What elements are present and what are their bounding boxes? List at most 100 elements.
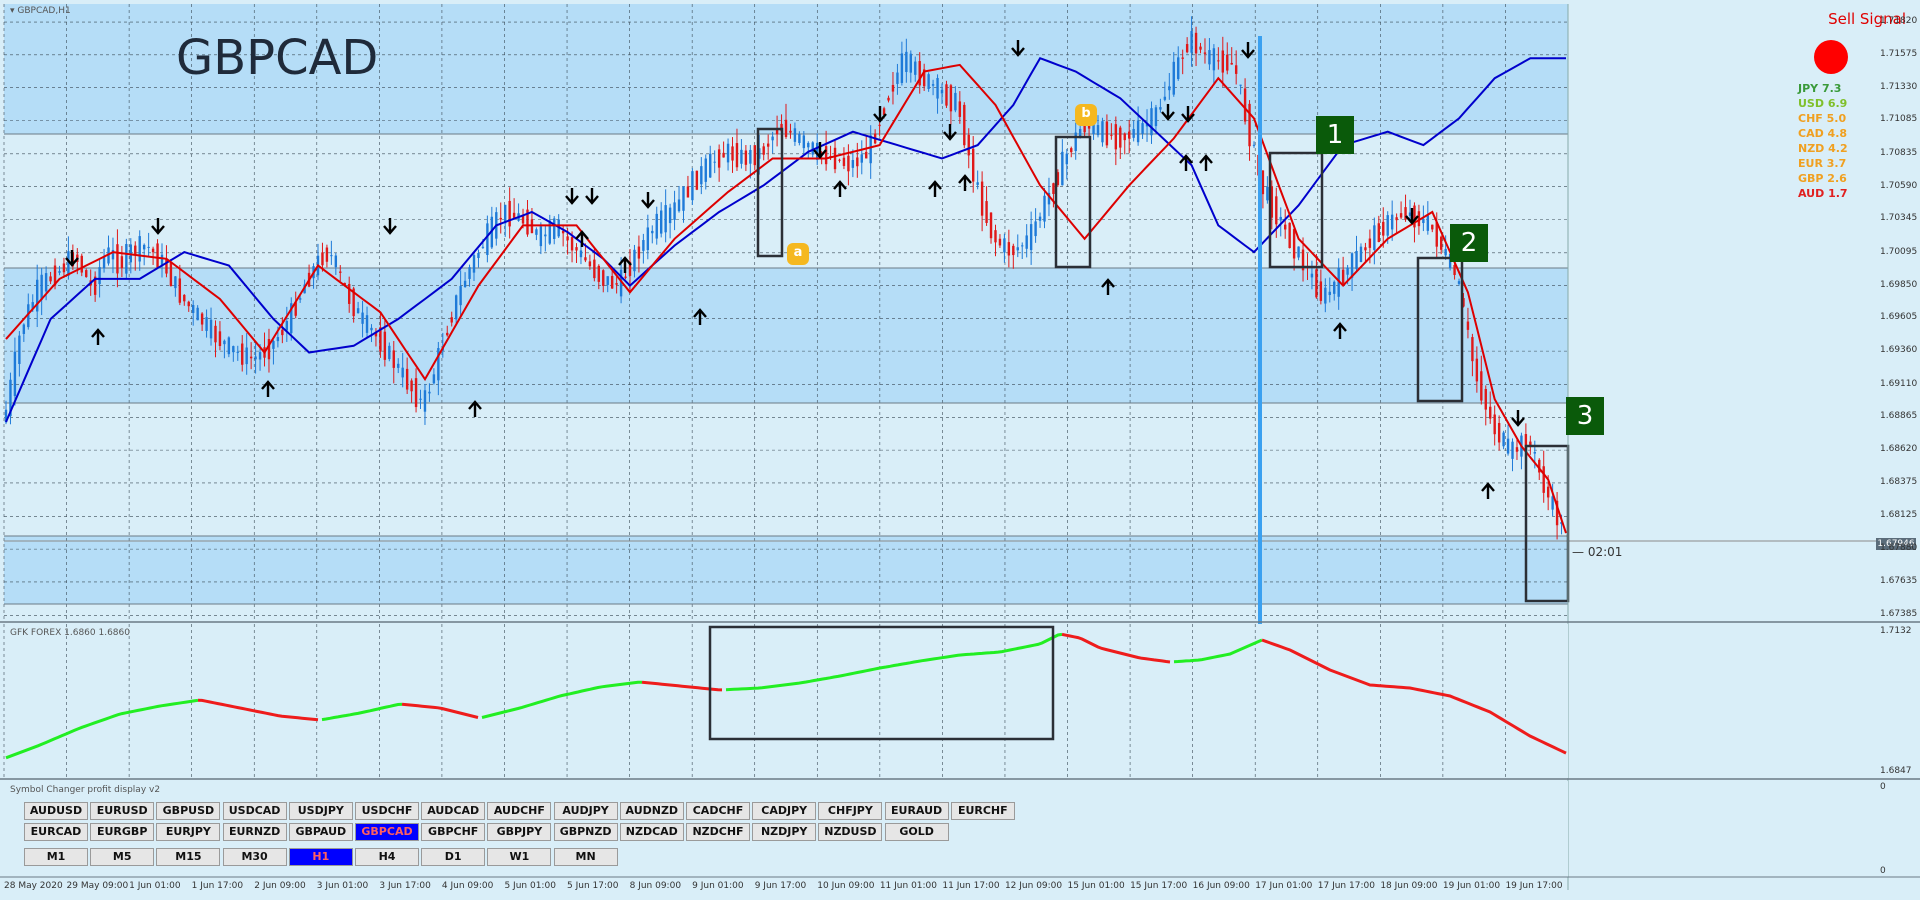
- candle-body-293: [1310, 273, 1314, 278]
- candle-body-282: [1261, 170, 1265, 195]
- timeframe-button-d1[interactable]: D1: [421, 848, 486, 866]
- blue-moving-average: [5, 56, 1566, 423]
- symbol-button-gbpaud[interactable]: GBPAUD: [288, 823, 353, 841]
- symbol-button-eurcad[interactable]: EURCAD: [24, 823, 88, 841]
- candle-body-266: [1190, 31, 1193, 53]
- price-label-16: 1.67880: [1880, 543, 1918, 554]
- symbol-button-nzdusd[interactable]: NZDUSD: [818, 823, 883, 841]
- candle-body-135: [606, 276, 609, 285]
- candle-body-289: [1292, 229, 1296, 259]
- symbol-button-audchf[interactable]: AUDCHF: [487, 802, 552, 820]
- sell-arrow-2: [151, 218, 165, 235]
- buy-arrow-27: [1481, 482, 1495, 499]
- symbol-button-eurchf[interactable]: EURCHF: [950, 802, 1015, 820]
- symbol-button-cadchf[interactable]: CADCHF: [686, 802, 750, 820]
- candle-body-180: [807, 142, 810, 148]
- candle-body-234: [1047, 192, 1051, 205]
- symbol-button-gbpjpy[interactable]: GBPJPY: [487, 823, 552, 841]
- time-label-3: 1 Jun 17:00: [191, 881, 244, 891]
- candle-body-244: [1092, 122, 1095, 134]
- timeframe-button-h4[interactable]: H4: [355, 848, 419, 866]
- symbol-button-usdcad[interactable]: USDCAD: [222, 802, 287, 820]
- symbol-button-gbpnzd[interactable]: GBPNZD: [553, 823, 618, 841]
- symbol-button-nzdcad[interactable]: NZDCAD: [619, 823, 684, 841]
- candle-body-171: [766, 143, 770, 147]
- candle-body-271: [1212, 48, 1216, 71]
- candle-body-179: [802, 135, 806, 149]
- symbol-button-nzdjpy[interactable]: NZDJPY: [752, 823, 817, 841]
- symbol-button-gbpusd[interactable]: GBPUSD: [156, 802, 221, 820]
- time-label-2: 1 Jun 01:00: [129, 881, 181, 891]
- candle-body-220: [985, 201, 988, 223]
- timeframe-button-m5[interactable]: M5: [90, 848, 155, 866]
- timeframe-button-m15[interactable]: M15: [156, 848, 221, 866]
- symbol-button-usdchf[interactable]: USDCHF: [355, 802, 419, 820]
- candle-body-6: [31, 302, 34, 310]
- candle-body-241: [1078, 128, 1082, 138]
- candle-body-327: [1462, 298, 1465, 307]
- candle-body-239: [1070, 148, 1073, 153]
- candle-body-257: [1150, 108, 1153, 136]
- price-label-10: 1.69360: [1880, 345, 1918, 356]
- time-label-4: 2 Jun 09:00: [254, 881, 306, 891]
- time-label-5: 3 Jun 01:00: [316, 881, 369, 891]
- symbol-button-eurjpy[interactable]: EURJPY: [156, 823, 221, 841]
- symbol-button-gbpchf[interactable]: GBPCHF: [421, 823, 486, 841]
- candle-body-157: [704, 158, 707, 182]
- sell-signal-label: Sell Signal: [1828, 10, 1906, 28]
- candle-body-117: [526, 209, 529, 235]
- symbol-button-eurnzd[interactable]: EURNZD: [222, 823, 287, 841]
- badge-a: a: [787, 243, 809, 265]
- symbol-button-usdjpy[interactable]: USDJPY: [288, 802, 353, 820]
- candle-body-206: [922, 69, 926, 87]
- candle-body-90: [405, 368, 409, 390]
- timeframe-button-w1[interactable]: W1: [487, 848, 552, 866]
- strength-7: AUD 1.7: [1798, 187, 1848, 200]
- signal-box-label-3: 3: [1566, 397, 1604, 435]
- candle-body-189: [847, 155, 850, 172]
- candle-body-3: [18, 335, 21, 364]
- candle-body-7: [36, 279, 39, 312]
- symbol-button-eurusd[interactable]: EURUSD: [90, 802, 155, 820]
- timeframe-button-m30[interactable]: M30: [222, 848, 287, 866]
- symbol-button-gold[interactable]: GOLD: [884, 823, 949, 841]
- candle-body-83: [374, 331, 378, 337]
- candle-body-325: [1453, 264, 1456, 275]
- symbol-button-audcad[interactable]: AUDCAD: [421, 802, 486, 820]
- timeframe-button-h1[interactable]: H1: [288, 848, 353, 866]
- symbol-button-nzdchf[interactable]: NZDCHF: [686, 823, 750, 841]
- candle-body-310: [1386, 215, 1389, 236]
- signal-box-label-1: 1: [1316, 116, 1354, 154]
- candle-body-232: [1038, 216, 1042, 221]
- candle-body-184: [824, 146, 828, 165]
- time-label-13: 10 Jun 09:00: [817, 881, 875, 891]
- candle-body-222: [994, 230, 997, 243]
- timeframe-button-mn[interactable]: MN: [553, 848, 618, 866]
- symbol-button-cadjpy[interactable]: CADJPY: [752, 802, 817, 820]
- candle-body-129: [579, 250, 583, 258]
- symbol-button-audnzd[interactable]: AUDNZD: [619, 802, 684, 820]
- candle-countdown: — 02:01: [1572, 545, 1623, 559]
- symbol-button-audusd[interactable]: AUDUSD: [24, 802, 88, 820]
- symbol-button-chfjpy[interactable]: CHFJPY: [818, 802, 883, 820]
- symbol-button-eurgbp[interactable]: EURGBP: [90, 823, 155, 841]
- candle-body-86: [388, 345, 391, 360]
- candle-body-17: [80, 255, 83, 273]
- symbol-button-gbpcad[interactable]: GBPCAD: [355, 823, 419, 841]
- symbol-button-audjpy[interactable]: AUDJPY: [553, 802, 618, 820]
- candle-body-198: [887, 97, 890, 101]
- candle-body-211: [945, 84, 948, 106]
- candle-body-290: [1297, 246, 1300, 258]
- candle-body-39: [178, 278, 182, 303]
- candle-body-161: [722, 152, 725, 158]
- candle-body-273: [1221, 50, 1224, 73]
- candle-body-305: [1364, 247, 1367, 251]
- timeframe-button-m1[interactable]: M1: [24, 848, 88, 866]
- buy-arrow-11: [693, 308, 707, 325]
- candle-body-225: [1007, 242, 1011, 256]
- symbol-button-euraud[interactable]: EURAUD: [884, 802, 949, 820]
- sell-arrow-6: [565, 188, 579, 205]
- candle-body-283: [1266, 186, 1269, 201]
- candle-body-304: [1359, 246, 1363, 263]
